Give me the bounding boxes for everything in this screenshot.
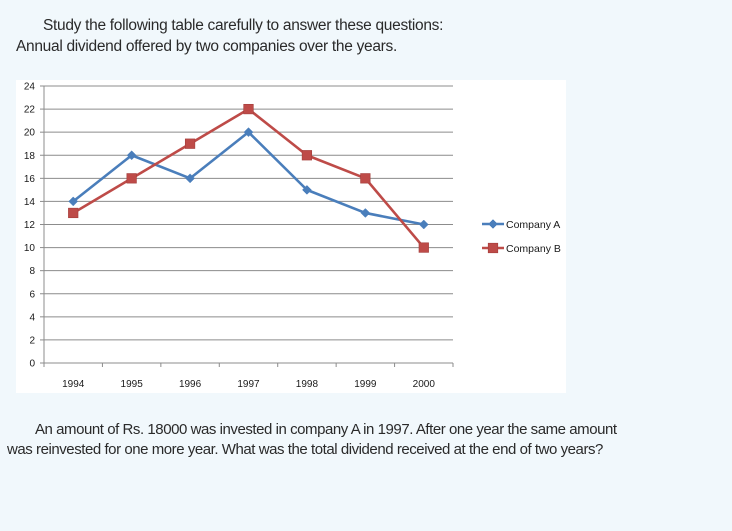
y-tick-label: 0 bbox=[29, 359, 35, 370]
data-point-marker bbox=[185, 173, 195, 184]
x-tick-label: 1998 bbox=[296, 379, 319, 390]
legend-item: Company A bbox=[482, 219, 560, 231]
chart-panel: 0 2 4 6 8 10 12 14 16 18 20 22 24 1994 1995 1996 1997 19… bbox=[16, 80, 566, 393]
data-point-marker bbox=[126, 173, 137, 184]
y-tick-label: 12 bbox=[24, 220, 36, 231]
y-tick-label: 2 bbox=[29, 335, 35, 346]
intro-line-2: Annual dividend offered by two companies… bbox=[16, 38, 397, 55]
diamond-marker-icon bbox=[488, 219, 498, 229]
x-tick-labels: 1994 1995 1996 1997 1998 1999 2000 bbox=[62, 379, 435, 390]
data-point-marker bbox=[302, 185, 312, 195]
y-tick-label: 16 bbox=[24, 174, 36, 185]
intro-line-1: Study the following table carefully to a… bbox=[43, 17, 444, 34]
data-point-marker bbox=[301, 150, 313, 161]
series-company-a bbox=[68, 127, 429, 230]
data-point-marker bbox=[243, 127, 254, 138]
data-point-marker bbox=[126, 150, 137, 161]
x-tick-label: 2000 bbox=[413, 379, 436, 390]
data-point-marker bbox=[418, 219, 429, 230]
legend: Company A Company B bbox=[482, 219, 561, 255]
y-tick-label: 6 bbox=[29, 289, 35, 300]
data-point-marker bbox=[360, 208, 371, 218]
x-tick-label: 1999 bbox=[354, 379, 377, 390]
x-tick-label: 1996 bbox=[179, 379, 202, 390]
y-tick-label: 10 bbox=[24, 243, 36, 254]
question-line-1: An amount of Rs. 18000 was invested in c… bbox=[35, 421, 617, 438]
gridlines bbox=[44, 85, 453, 341]
y-tick-label: 4 bbox=[29, 312, 35, 323]
legend-label: Company A bbox=[506, 219, 560, 231]
legend-item: Company B bbox=[482, 242, 561, 255]
x-tick-label: 1994 bbox=[62, 379, 85, 390]
square-marker-icon bbox=[487, 242, 499, 254]
y-tick-label: 22 bbox=[24, 105, 36, 116]
y-tick-label: 20 bbox=[24, 128, 36, 139]
question-line-2: was reinvested for one more year. What w… bbox=[7, 441, 603, 458]
x-tick-label: 1995 bbox=[121, 379, 144, 390]
legend-label: Company B bbox=[506, 243, 561, 255]
data-point-marker bbox=[68, 196, 79, 207]
data-point-marker bbox=[184, 138, 196, 149]
x-tick-label: 1997 bbox=[237, 379, 260, 390]
y-tick-label: 24 bbox=[24, 82, 36, 93]
series-company-b bbox=[68, 103, 429, 253]
y-tick-label: 14 bbox=[24, 197, 36, 208]
data-point-marker bbox=[360, 173, 371, 184]
data-point-marker bbox=[68, 207, 79, 219]
axes bbox=[40, 85, 454, 367]
series bbox=[68, 103, 429, 253]
y-tick-label: 18 bbox=[24, 151, 36, 162]
y-tick-label: 8 bbox=[29, 266, 35, 277]
data-point-marker bbox=[418, 242, 429, 253]
data-point-marker bbox=[243, 103, 254, 115]
